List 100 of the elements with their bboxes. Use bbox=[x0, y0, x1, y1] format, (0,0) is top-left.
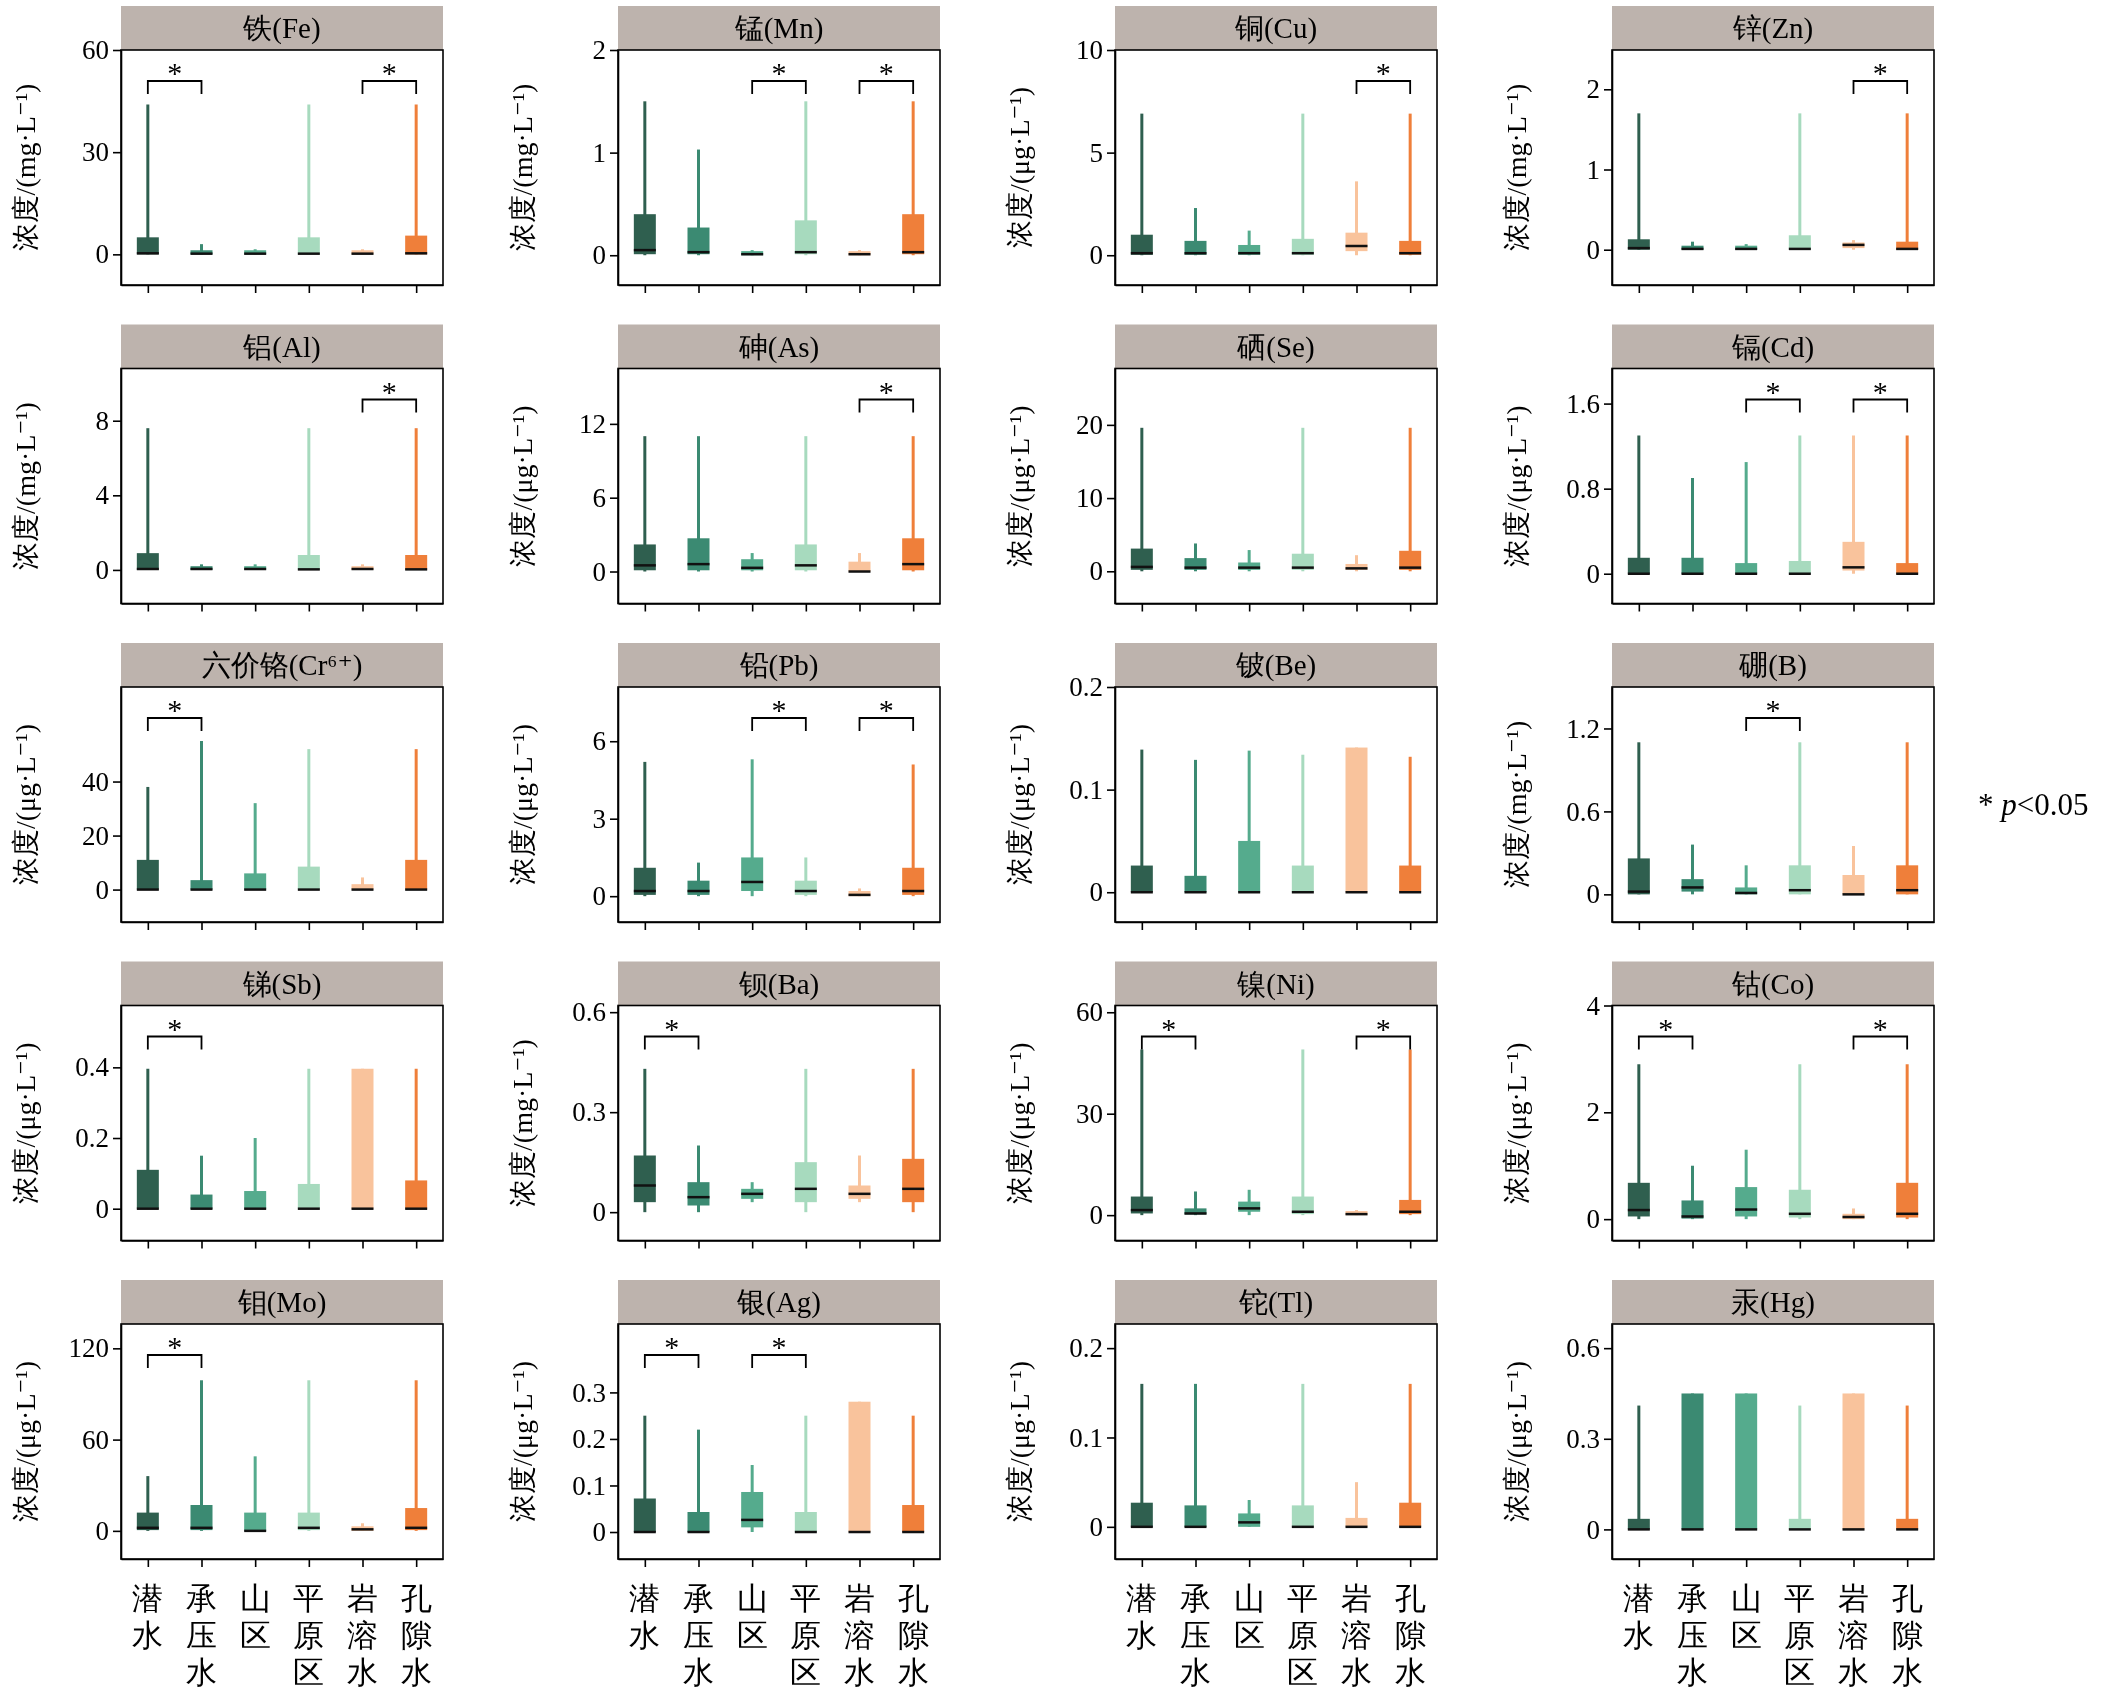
x-tick-label: 岩溶水 bbox=[1838, 1581, 1869, 1690]
y-tick-label: 0.1 bbox=[1069, 1422, 1103, 1453]
x-tick-label: 平原区 bbox=[790, 1581, 822, 1690]
y-tick-label: 30 bbox=[82, 137, 109, 168]
y-axis-title: 浓度/(μg·L⁻¹) bbox=[1004, 1042, 1035, 1204]
y-tick-label: 0.2 bbox=[572, 1424, 606, 1455]
y-tick-label: 0.8 bbox=[1566, 473, 1600, 504]
x-tick-label: 岩溶水 bbox=[1341, 1581, 1372, 1690]
y-tick-label: 2 bbox=[1586, 74, 1600, 105]
chart-title: 钡(Ba) bbox=[737, 967, 820, 1001]
annotation: * bbox=[1872, 374, 1888, 408]
y-axis-title: 浓度/(μg·L⁻¹) bbox=[10, 1360, 41, 1523]
y-axis-title: 浓度/(mg·L⁻¹) bbox=[507, 83, 538, 252]
annotation: * bbox=[381, 374, 397, 408]
x-tick-label: 承压水 bbox=[1677, 1581, 1708, 1690]
chart-title: 硒(Se) bbox=[1236, 330, 1315, 364]
y-tick-label: 0 bbox=[1089, 556, 1103, 587]
annotation: * bbox=[878, 56, 894, 89]
y-tick-label: 0 bbox=[592, 556, 606, 587]
x-tick-label: 承压水 bbox=[1180, 1581, 1211, 1690]
y-axis-title: 浓度/(μg·L⁻¹) bbox=[1501, 1042, 1532, 1204]
y-tick-label: 0 bbox=[1586, 234, 1600, 265]
y-axis-title: 浓度/(mg·L⁻¹) bbox=[1501, 720, 1532, 889]
y-tick-label: 0 bbox=[592, 240, 606, 271]
y-tick-label: 4 bbox=[1586, 990, 1601, 1021]
text: * p<0.05 bbox=[1978, 786, 2089, 822]
y-tick-label: 10 bbox=[1076, 35, 1103, 66]
y-tick-label: 0 bbox=[1089, 1511, 1103, 1542]
y-tick-label: 0 bbox=[1586, 1514, 1600, 1545]
x-tick-label: 平原区 bbox=[1784, 1581, 1816, 1690]
y-tick-label: 60 bbox=[82, 35, 109, 66]
chart-title: 铝(Al) bbox=[242, 330, 321, 364]
x-tick-label: 山区 bbox=[239, 1581, 271, 1653]
y-tick-label: 0 bbox=[1586, 558, 1600, 589]
x-tick-label: 平原区 bbox=[1287, 1581, 1319, 1690]
x-tick-label: 潜水 bbox=[629, 1581, 661, 1653]
chart-title: 铜(Cu) bbox=[1233, 12, 1318, 46]
annotation: * bbox=[1375, 56, 1391, 89]
y-tick-label: 0 bbox=[95, 1516, 109, 1546]
y-tick-label: 0 bbox=[592, 1517, 606, 1548]
chart-title: 铁(Fe) bbox=[242, 12, 321, 46]
annotation: * bbox=[167, 1330, 183, 1363]
x-tick-label: 孔隙水 bbox=[400, 1581, 432, 1690]
chart-title: 铊(Tl) bbox=[1237, 1286, 1314, 1320]
chart-title: 镉(Cd) bbox=[1730, 330, 1815, 364]
chart-title: 钴(Co) bbox=[1730, 967, 1815, 1001]
y-axis-title: 浓度/(mg·L⁻¹) bbox=[507, 1039, 538, 1207]
y-tick-label: 10 bbox=[1076, 483, 1103, 514]
x-tick-label: 孔隙水 bbox=[1891, 1581, 1923, 1690]
y-tick-label: 0 bbox=[95, 874, 109, 905]
y-axis-title: 浓度/(μg·L⁻¹) bbox=[10, 1042, 41, 1204]
x-tick-label: 岩溶水 bbox=[844, 1581, 875, 1690]
y-tick-label: 0.2 bbox=[1069, 672, 1103, 703]
annotation: * bbox=[1375, 1011, 1391, 1045]
y-axis-title: 浓度/(μg·L⁻¹) bbox=[1004, 1360, 1035, 1523]
x-tick-label: 岩溶水 bbox=[347, 1581, 378, 1690]
y-tick-label: 0 bbox=[95, 239, 109, 270]
x-tick-label: 山区 bbox=[1233, 1581, 1265, 1653]
y-axis-title: 浓度/(mg·L⁻¹) bbox=[10, 83, 41, 252]
y-tick-label: 0.1 bbox=[572, 1470, 606, 1501]
y-tick-label: 1 bbox=[1586, 154, 1600, 185]
y-tick-label: 20 bbox=[1076, 410, 1103, 441]
y-axis-title: 浓度/(μg·L⁻¹) bbox=[1501, 1360, 1532, 1523]
y-tick-label: 2 bbox=[1586, 1097, 1600, 1128]
annotation: * bbox=[878, 374, 894, 408]
y-tick-label: 60 bbox=[1076, 997, 1103, 1028]
annotation: * bbox=[664, 1330, 680, 1363]
x-tick-label: 孔隙水 bbox=[897, 1581, 929, 1690]
annotation: * bbox=[878, 693, 894, 726]
annotation: * bbox=[1658, 1011, 1674, 1045]
annotation: * bbox=[771, 56, 787, 89]
y-axis-title: 浓度/(μg·L⁻¹) bbox=[1004, 86, 1035, 249]
annotation: * bbox=[167, 693, 183, 726]
y-tick-label: 6 bbox=[592, 726, 606, 757]
y-axis-title: 浓度/(μg·L⁻¹) bbox=[1004, 723, 1035, 886]
annotation: * bbox=[1765, 374, 1781, 408]
y-tick-label: 2 bbox=[592, 35, 606, 66]
annotation: * bbox=[1161, 1011, 1177, 1045]
y-tick-label: 0.3 bbox=[1566, 1423, 1600, 1454]
x-tick-label: 山区 bbox=[1730, 1581, 1762, 1653]
y-tick-label: 5 bbox=[1089, 137, 1103, 168]
chart-title: 硼(B) bbox=[1738, 649, 1807, 683]
y-axis-title: 浓度/(μg·L⁻¹) bbox=[10, 723, 41, 886]
annotation: * bbox=[381, 56, 397, 89]
chart-title: 汞(Hg) bbox=[1731, 1286, 1815, 1320]
chart-title: 砷(As) bbox=[737, 330, 820, 364]
y-axis-title: 浓度/(μg·L⁻¹) bbox=[1501, 405, 1532, 567]
y-tick-label: 0 bbox=[592, 881, 606, 912]
y-tick-label: 0.1 bbox=[1069, 774, 1103, 805]
annotation: * bbox=[1872, 56, 1888, 89]
y-tick-label: 30 bbox=[1076, 1098, 1103, 1129]
chart-title: 镍(Ni) bbox=[1236, 967, 1315, 1001]
chart-title: 铅(Pb) bbox=[738, 649, 819, 683]
annotation: * bbox=[167, 56, 183, 89]
y-tick-label: 8 bbox=[95, 405, 109, 436]
annotation: * bbox=[167, 1011, 183, 1045]
y-tick-label: 1 bbox=[592, 137, 606, 168]
y-tick-label: 0 bbox=[95, 555, 109, 586]
y-tick-label: 40 bbox=[82, 766, 109, 797]
y-axis-title: 浓度/(μg·L⁻¹) bbox=[507, 1360, 538, 1523]
